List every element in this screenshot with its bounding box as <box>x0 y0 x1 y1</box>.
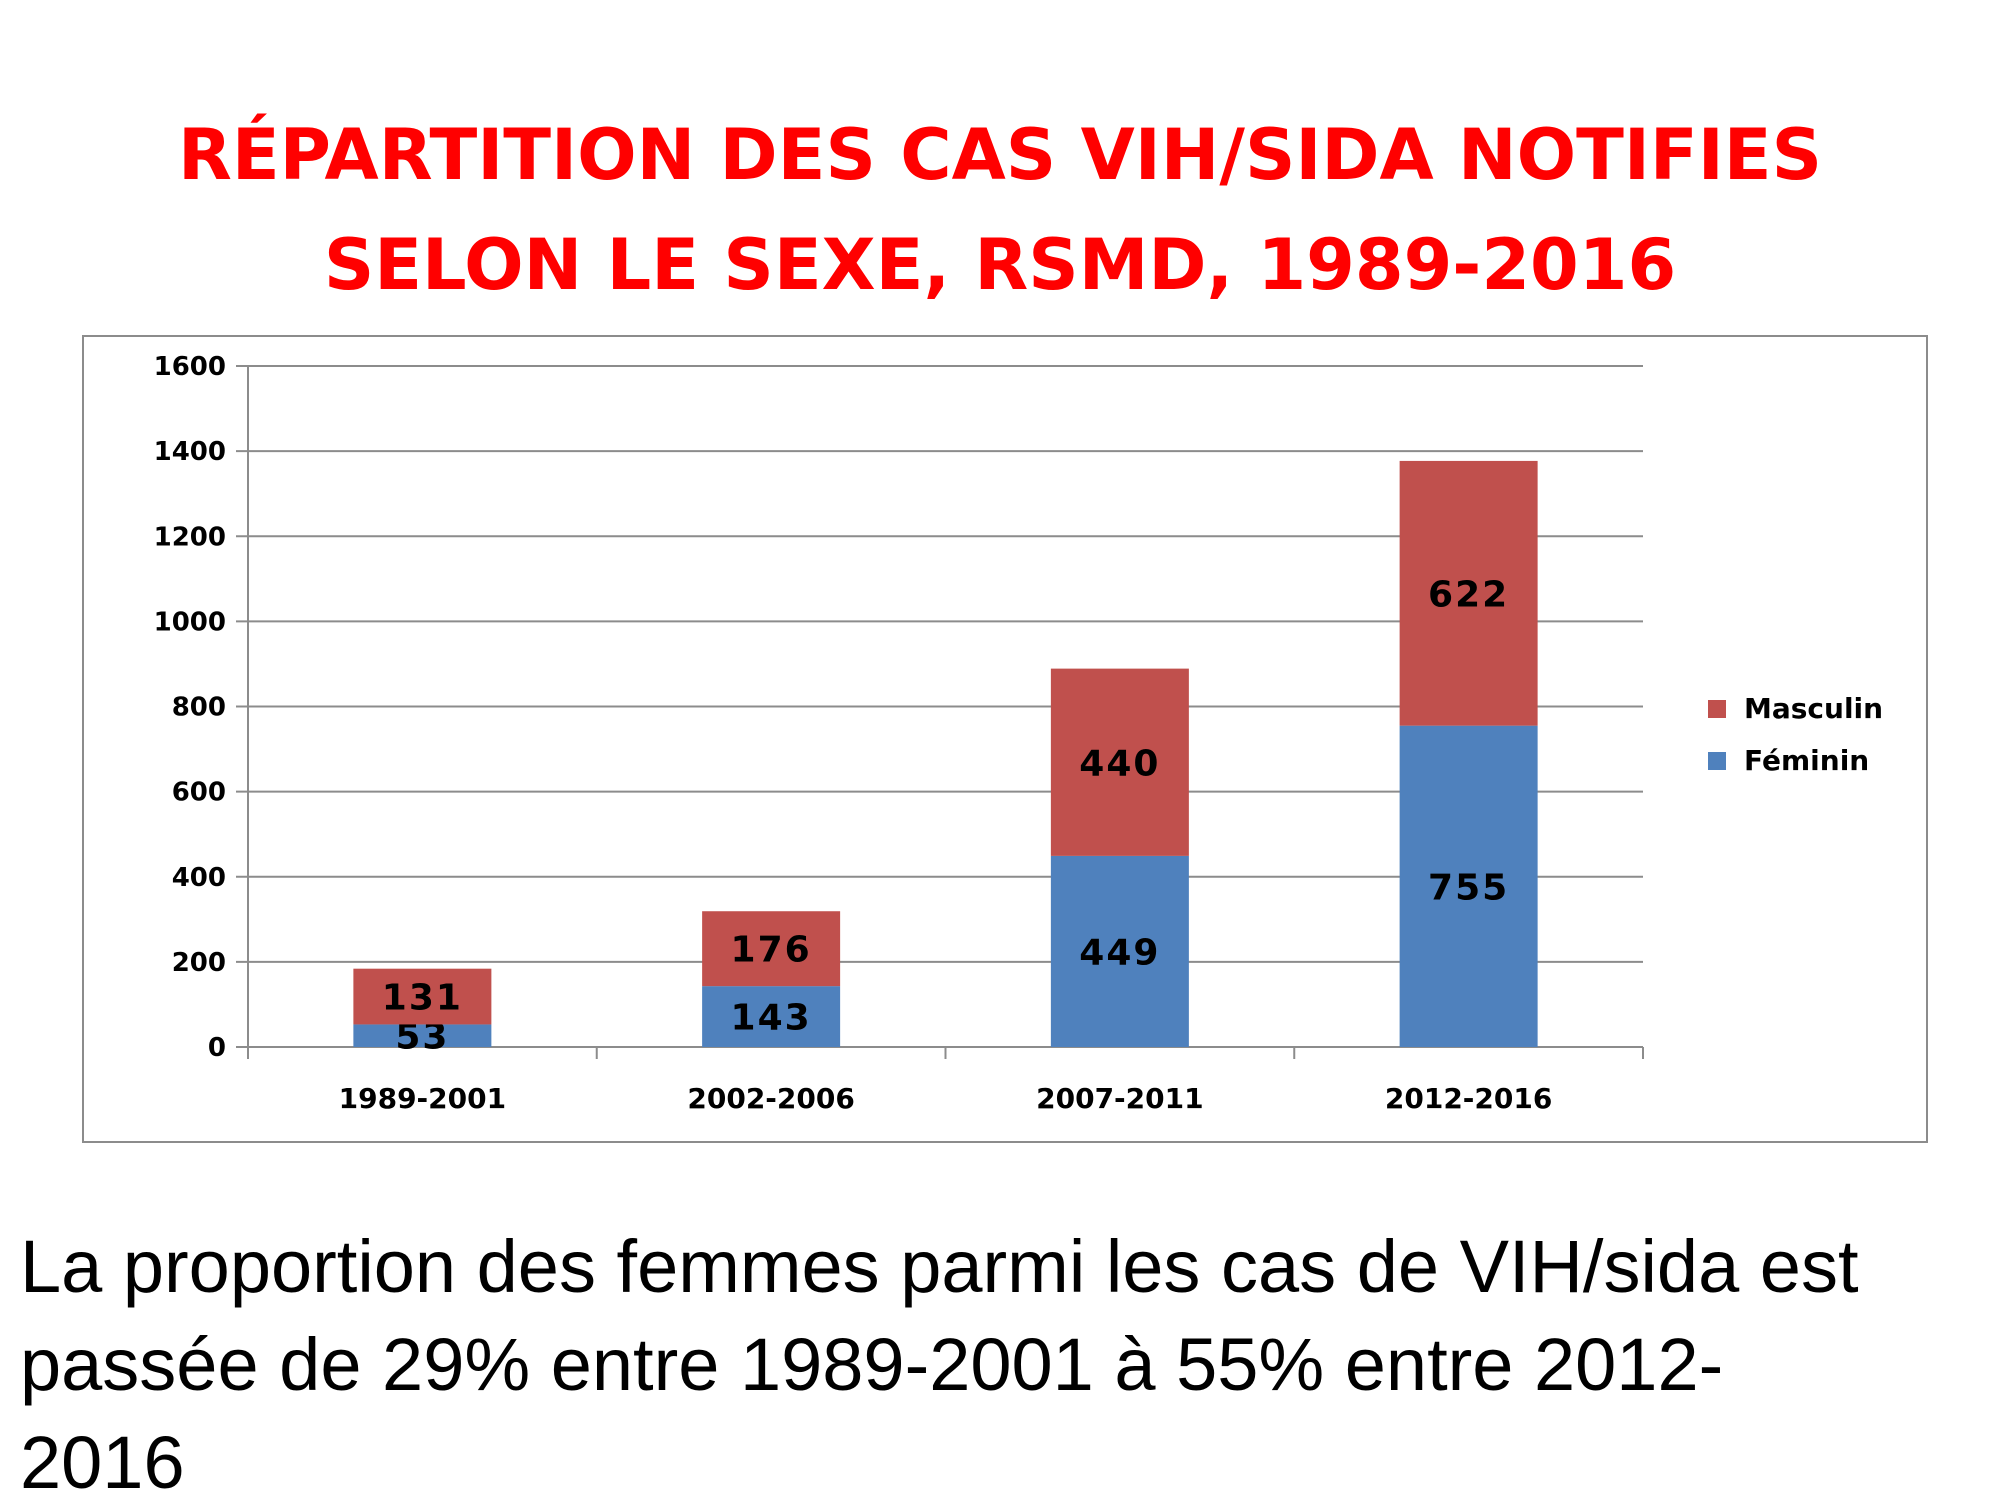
caption-text: La proportion des femmes parmi les cas d… <box>20 1218 1980 1512</box>
caption-line-3: 2016 <box>20 1421 185 1504</box>
masculin-bar <box>353 968 492 1025</box>
y-tick-label: 200 <box>172 948 226 978</box>
feminin-bar <box>1399 725 1538 1047</box>
y-tick-label: 600 <box>172 778 226 808</box>
data-label: 440 <box>1079 743 1160 784</box>
data-label: 755 <box>1428 867 1509 908</box>
data-label: 143 <box>731 998 812 1039</box>
x-tick-label: 2007-2011 <box>1036 1082 1203 1115</box>
legend-label: Masculin <box>1744 692 1883 725</box>
caption-line-2: passée de 29% entre 1989-2001 à 55% entr… <box>20 1323 1724 1406</box>
slide-title: RÉPARTITION DES CAS VIH/SIDA NOTIFIES SE… <box>0 100 2000 320</box>
y-tick-label: 1000 <box>154 607 226 637</box>
data-label: 176 <box>731 930 812 971</box>
y-tick-label: 400 <box>172 863 226 893</box>
caption-line-1: La proportion des femmes parmi les cas d… <box>20 1225 1859 1308</box>
y-tick-label: 1200 <box>154 522 226 552</box>
masculin-bar <box>702 911 841 987</box>
legend-label: Féminin <box>1744 744 1869 777</box>
data-label: 622 <box>1428 574 1509 615</box>
x-tick-label: 2002-2006 <box>687 1082 854 1115</box>
x-tick-label: 2012-2016 <box>1385 1082 1552 1115</box>
data-label: 131 <box>382 978 463 1019</box>
y-tick-label: 1600 <box>154 352 226 382</box>
slide-title-line-1: RÉPARTITION DES CAS VIH/SIDA NOTIFIES <box>177 114 1823 196</box>
y-tick-label: 800 <box>172 693 226 723</box>
slide-title-line-2: SELON LE SEXE, RSMD, 1989-2016 <box>323 224 1677 306</box>
feminin-bar <box>702 986 841 1047</box>
feminin-bar <box>353 1024 492 1047</box>
y-tick-label: 1400 <box>154 437 226 467</box>
masculin-bar <box>1399 460 1538 726</box>
x-tick-label: 1989-2001 <box>339 1082 506 1115</box>
legend-swatch <box>1708 752 1726 770</box>
legend-swatch <box>1708 700 1726 718</box>
data-label: 449 <box>1079 932 1160 973</box>
y-tick-label: 0 <box>208 1033 226 1063</box>
feminin-bar <box>1050 855 1189 1047</box>
masculin-bar <box>1050 668 1189 856</box>
